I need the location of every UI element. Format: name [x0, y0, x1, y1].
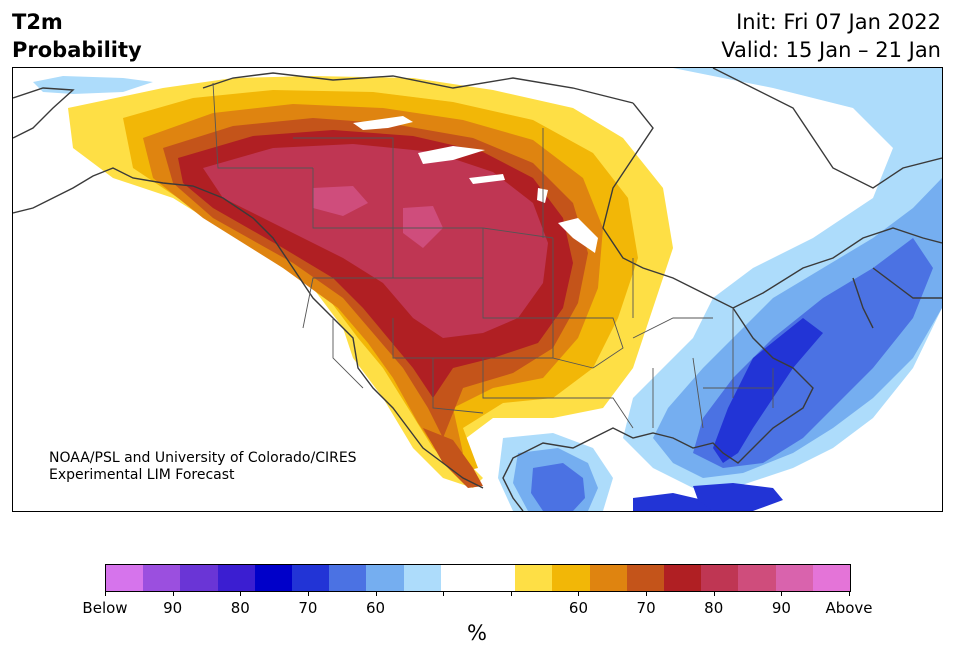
probability-map: [12, 67, 943, 512]
lake-1: [353, 116, 413, 130]
colorbar-label: 80: [704, 599, 724, 617]
colorbar-label: 60: [568, 599, 588, 617]
init-date: Init: Fri 07 Jan 2022: [736, 10, 941, 34]
colorbar: [105, 564, 851, 592]
colorbar-segment: [403, 565, 441, 591]
title-variable: T2m: [12, 10, 63, 34]
colorbar-segment: [143, 565, 181, 591]
colorbar-segment: [552, 565, 590, 591]
colorbar-segment: [664, 565, 702, 591]
colorbar-segment: [812, 565, 851, 591]
colorbar-tick: [172, 591, 174, 596]
colorbar-segment: [366, 565, 404, 591]
colorbar-segment: [478, 565, 516, 591]
warm-mexico-region: [423, 428, 483, 488]
colorbar-label: 90: [163, 599, 183, 617]
warm-peak-region: [313, 186, 368, 216]
cuba-cold-90: [633, 493, 713, 511]
coastlines: [13, 68, 942, 511]
colorbar-segment: [106, 565, 144, 591]
colorbar-tick: [578, 591, 580, 596]
colorbar-segment: [329, 565, 367, 591]
title-type: Probability: [12, 38, 142, 62]
colorbar-tick: [781, 591, 783, 596]
colorbar-label: 70: [636, 599, 656, 617]
colorbar-segment: [738, 565, 776, 591]
colorbar-label: 80: [230, 599, 250, 617]
colorbar-segment: [515, 565, 553, 591]
lake-3: [469, 174, 505, 184]
colorbar-tick: [646, 591, 648, 596]
credit-line-1: NOAA/PSL and University of Colorado/CIRE…: [49, 450, 357, 466]
map-dates: Init: Fri 07 Jan 2022 Valid: 15 Jan – 21…: [721, 8, 941, 64]
colorbar-segment: [775, 565, 813, 591]
colorbar-tick: [375, 591, 377, 596]
colorbar-label: 70: [298, 599, 318, 617]
colorbar-segment: [589, 565, 627, 591]
lake-4: [558, 218, 598, 253]
credit-line-2: Experimental LIM Forecast: [49, 467, 235, 483]
credit-text: NOAA/PSL and University of Colorado/CIRE…: [49, 450, 357, 484]
colorbar-tick: [713, 591, 715, 596]
cold-60-region-west: [33, 76, 153, 94]
valid-dates: Valid: 15 Jan – 21 Jan: [721, 38, 941, 62]
colorbar-label: Above: [825, 599, 873, 617]
colorbar-tick: [443, 591, 445, 596]
warm-max-region: [203, 144, 548, 338]
colorbar-tick: [240, 591, 242, 596]
colorbar-tick: [307, 591, 309, 596]
colorbar-label: 60: [365, 599, 386, 617]
colorbar-segment: [217, 565, 255, 591]
map-title: T2m Probability: [12, 8, 142, 64]
gulf-cold-80: [531, 463, 585, 511]
warm-peak-region-2: [403, 206, 443, 248]
colorbar-segment: [626, 565, 665, 591]
colorbar-tick: [510, 591, 512, 596]
colorbar-segment: [701, 565, 739, 591]
state-borders: [212, 82, 774, 429]
colorbar-segment: [292, 565, 330, 591]
colorbar-label: Below: [82, 599, 128, 617]
colorbar-unit: %: [467, 621, 487, 645]
lake-2: [418, 146, 485, 164]
colorbar-label: 90: [771, 599, 791, 617]
colorbar-segment: [440, 565, 479, 591]
caribbean-cold-90: [693, 483, 783, 511]
lake-5: [537, 188, 548, 203]
map-canvas: [13, 68, 942, 511]
cold-90-region: [713, 318, 823, 463]
colorbar-segment: [180, 565, 218, 591]
colorbar-tick: [849, 591, 850, 596]
colorbar-tick: [105, 591, 106, 596]
colorbar-segment: [254, 565, 293, 591]
